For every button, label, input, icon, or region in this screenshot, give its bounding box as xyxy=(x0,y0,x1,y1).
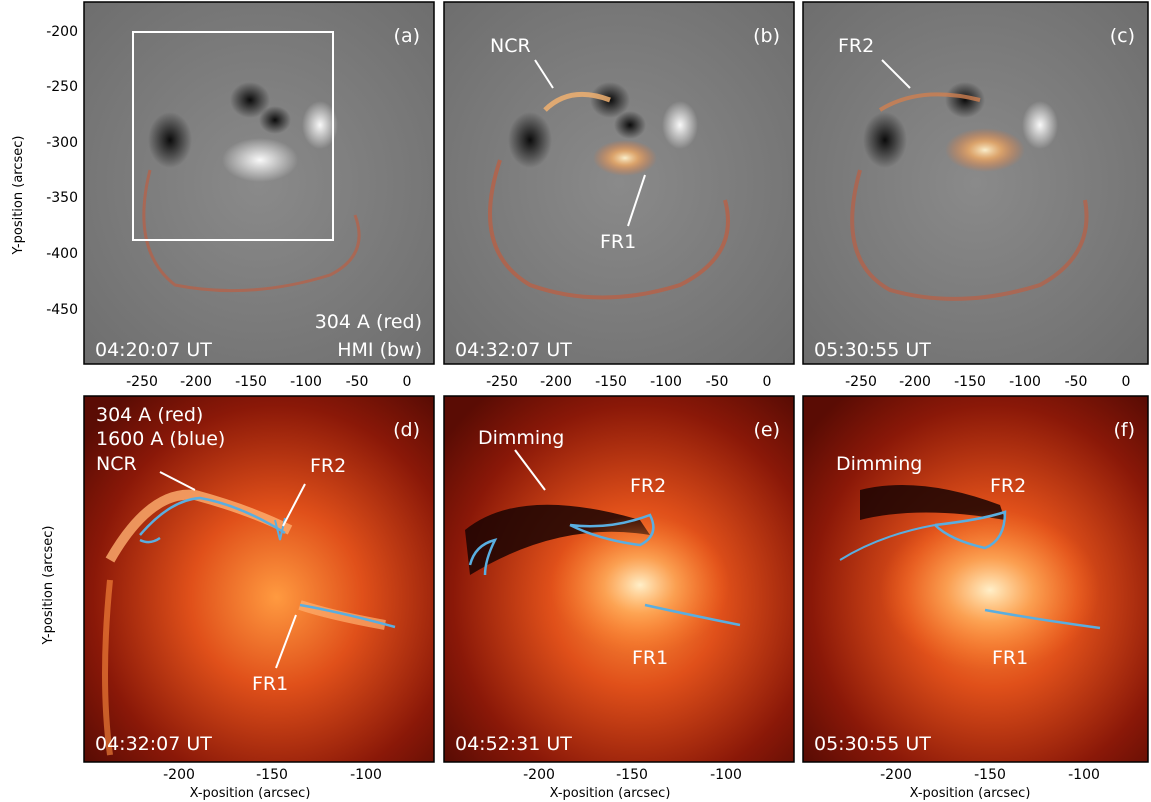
bottom-xticks-d: -200 -150 -100 xyxy=(163,767,382,783)
xtick-f-1: -150 xyxy=(974,767,1006,783)
panel-a: (a) 304 A (red) HMI (bw) 04:20:07 UT xyxy=(83,1,435,365)
xtick-a-1: -200 xyxy=(180,374,212,390)
xtick-b-1: -200 xyxy=(540,374,572,390)
xtick-f-2: -100 xyxy=(1068,767,1100,783)
top-yticks: -200 -250 -300 -350 -400 -450 xyxy=(46,24,78,318)
ytick-top-5: -450 xyxy=(46,302,78,318)
xtick-a-3: -100 xyxy=(290,374,322,390)
xtick-d-1: -150 xyxy=(256,767,288,783)
panel-e-tag: (e) xyxy=(753,419,780,441)
xtick-c-1: -200 xyxy=(899,374,931,390)
panel-a-legend1: 304 A (red) xyxy=(315,311,422,333)
panel-f: Dimming FR2 FR1 (f) 05:30:55 UT xyxy=(802,395,1149,763)
xtick-b-5: 0 xyxy=(763,374,772,390)
xtick-b-3: -100 xyxy=(650,374,682,390)
panel-b-ncr-label: NCR xyxy=(490,35,531,57)
panel-b-fr1-label: FR1 xyxy=(600,231,636,253)
panel-f-tag: (f) xyxy=(1113,419,1135,441)
xtick-e-1: -150 xyxy=(616,767,648,783)
panel-d-fr2-label: FR2 xyxy=(310,455,346,477)
ytick-top-3: -350 xyxy=(46,190,78,206)
ytick-top-2: -300 xyxy=(46,135,78,151)
x-axis-title-d: X-position (arcsec) xyxy=(190,786,311,801)
xtick-d-2: -100 xyxy=(350,767,382,783)
panel-e: Dimming FR2 FR1 (e) 04:52:31 UT xyxy=(443,395,795,763)
ytick-top-4: -400 xyxy=(46,246,78,262)
panel-b: NCR FR1 (b) 04:32:07 UT xyxy=(443,1,795,365)
panel-d-time: 04:32:07 UT xyxy=(95,733,212,755)
panel-d: 304 A (red) 1600 A (blue) NCR FR2 FR1 (d… xyxy=(83,395,435,763)
top-xticks-b: -250 -200 -150 -100 -50 0 xyxy=(486,374,771,390)
x-axis-title-f: X-position (arcsec) xyxy=(910,786,1031,801)
panel-c: FR2 (c) 05:30:55 UT xyxy=(802,1,1149,365)
xtick-a-5: 0 xyxy=(403,374,412,390)
panel-a-time: 04:20:07 UT xyxy=(95,339,212,361)
xtick-f-0: -200 xyxy=(880,767,912,783)
xtick-b-0: -250 xyxy=(486,374,518,390)
panel-c-time: 05:30:55 UT xyxy=(814,339,931,361)
panel-e-dimming-label: Dimming xyxy=(478,427,564,449)
panel-b-time: 04:32:07 UT xyxy=(455,339,572,361)
panel-d-fr1-label: FR1 xyxy=(252,673,288,695)
panel-e-fr1-label: FR1 xyxy=(632,647,668,669)
ytick-top-0: -200 xyxy=(46,24,78,40)
xtick-c-0: -250 xyxy=(845,374,877,390)
panel-c-tag: (c) xyxy=(1110,25,1135,47)
xtick-e-0: -200 xyxy=(523,767,555,783)
ytick-top-1: -250 xyxy=(46,79,78,95)
x-axis-title-e: X-position (arcsec) xyxy=(550,786,671,801)
xtick-d-0: -200 xyxy=(163,767,195,783)
y-axis-title-top: Y-position (arcsec) xyxy=(11,136,26,256)
panel-e-fr2-label: FR2 xyxy=(630,475,666,497)
panel-a-legend2: HMI (bw) xyxy=(337,339,422,361)
xtick-c-5: 0 xyxy=(1122,374,1131,390)
xtick-c-4: -50 xyxy=(1065,374,1088,390)
panel-d-legend1: 304 A (red) xyxy=(96,404,203,426)
xtick-e-2: -100 xyxy=(710,767,742,783)
top-xticks-c: -250 -200 -150 -100 -50 0 xyxy=(845,374,1130,390)
top-xticks-a: -250 -200 -150 -100 -50 0 xyxy=(126,374,411,390)
bottom-xticks-e: -200 -150 -100 xyxy=(523,767,742,783)
panel-a-tag: (a) xyxy=(394,25,420,47)
xtick-c-2: -150 xyxy=(954,374,986,390)
xtick-b-2: -150 xyxy=(595,374,627,390)
panel-d-ncr-label: NCR xyxy=(96,453,137,475)
panel-c-fr2-label: FR2 xyxy=(838,35,874,57)
panel-f-fr2-label: FR2 xyxy=(990,475,1026,497)
xtick-a-0: -250 xyxy=(126,374,158,390)
panel-d-legend2: 1600 A (blue) xyxy=(96,428,225,450)
bottom-xticks-f: -200 -150 -100 xyxy=(880,767,1100,783)
xtick-b-4: -50 xyxy=(706,374,729,390)
xtick-a-4: -50 xyxy=(346,374,369,390)
panel-f-time: 05:30:55 UT xyxy=(814,733,931,755)
panel-f-fr1-label: FR1 xyxy=(992,647,1028,669)
y-axis-title-bottom: Y-position (arcsec) xyxy=(41,526,56,646)
xtick-a-2: -150 xyxy=(235,374,267,390)
xtick-c-3: -100 xyxy=(1009,374,1041,390)
panel-b-tag: (b) xyxy=(753,25,780,47)
panel-e-time: 04:52:31 UT xyxy=(455,733,572,755)
panel-d-tag: (d) xyxy=(393,419,420,441)
panel-f-dimming-label: Dimming xyxy=(836,453,922,475)
